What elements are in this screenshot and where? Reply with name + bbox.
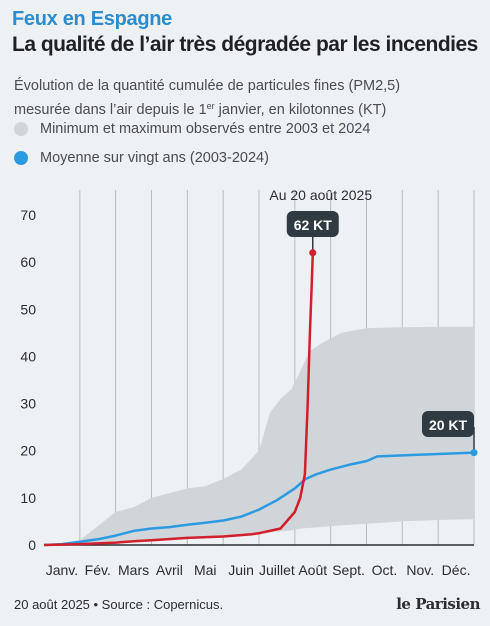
x-tick-label: Sept.	[332, 562, 365, 578]
current-value-badge-label: 62 KT	[294, 217, 333, 233]
chart-area: 0 10 20 30 40 50 60 70 Janv. Fév. Mars Avril Mai Jui…	[20, 187, 478, 578]
x-tick-label: Mai	[194, 562, 217, 578]
y-tick-label: 30	[20, 396, 36, 412]
description-line-2-post: janvier, en kilotonnes (KT)	[214, 102, 387, 118]
legend-label-mean: Moyenne sur vingt ans (2003-2024)	[40, 150, 269, 166]
x-tick-label: Janv.	[46, 562, 78, 578]
x-tick-label: Oct.	[372, 562, 398, 578]
y-tick-label: 10	[20, 490, 36, 506]
description-line-2-pre: mesurée dans l’air depuis le 1	[14, 102, 207, 118]
current-value-badge-bg	[286, 211, 339, 237]
description-line-2: mesurée dans l’air depuis le 1er janvier…	[14, 96, 484, 120]
current-value-badge: 62 KT	[286, 211, 339, 237]
x-tick-label: Juillet	[259, 562, 295, 578]
legend-label-range: Minimum et maximum observés entre 2003 e…	[40, 121, 371, 137]
y-tick-label: 20	[20, 443, 36, 459]
min-max-band	[44, 326, 474, 545]
series-line-mean	[43, 451, 475, 547]
series-line-2025	[43, 252, 315, 547]
series-mean-end-point	[470, 449, 478, 457]
x-tick-label: Fév.	[85, 562, 111, 578]
publisher-logo: le Parisien	[396, 595, 480, 613]
chart-description: Évolution de la quantité cumulée de part…	[14, 76, 484, 120]
legend-item-range: Minimum et maximum observés entre 2003 e…	[14, 121, 370, 137]
legend-swatch-mean	[14, 151, 28, 165]
x-tick-label: Mars	[118, 562, 149, 578]
series-2025-end-point	[309, 249, 317, 257]
x-tick-label: Juin	[228, 562, 254, 578]
date-annotation: Au 20 août 2025	[269, 187, 372, 203]
y-tick-label: 50	[20, 301, 36, 317]
mean-value-badge-label: 20 KT	[429, 417, 468, 433]
y-tick-label: 70	[20, 207, 36, 223]
y-tick-label: 60	[20, 254, 36, 270]
source-note: 20 août 2025 • Source : Copernicus.	[14, 597, 224, 612]
y-axis-ticks: 0 10 20 30 40 50 60 70	[20, 207, 474, 553]
description-line-1: Évolution de la quantité cumulée de part…	[14, 78, 401, 94]
y-tick-label: 40	[20, 348, 36, 364]
mean-value-badge-bg	[422, 411, 474, 437]
mean-value-badge: 20 KT	[422, 411, 474, 437]
chart-kicker: Feux en Espagne	[12, 8, 172, 30]
description-line-2-sup: er	[206, 101, 215, 111]
y-tick-label: 0	[28, 537, 36, 553]
legend-swatch-range	[14, 122, 28, 136]
x-axis-ticks: Janv. Fév. Mars Avril Mai Juin Juillet Août Sept…	[46, 562, 471, 578]
x-tick-label: Avril	[156, 562, 183, 578]
x-tick-label: Août	[298, 562, 327, 578]
x-tick-label: Nov.	[406, 562, 434, 578]
chart-title: La qualité de l’air très dégradée par le…	[12, 33, 478, 56]
x-tick-label: Déc.	[442, 562, 471, 578]
legend-item-mean: Moyenne sur vingt ans (2003-2024)	[14, 150, 269, 166]
